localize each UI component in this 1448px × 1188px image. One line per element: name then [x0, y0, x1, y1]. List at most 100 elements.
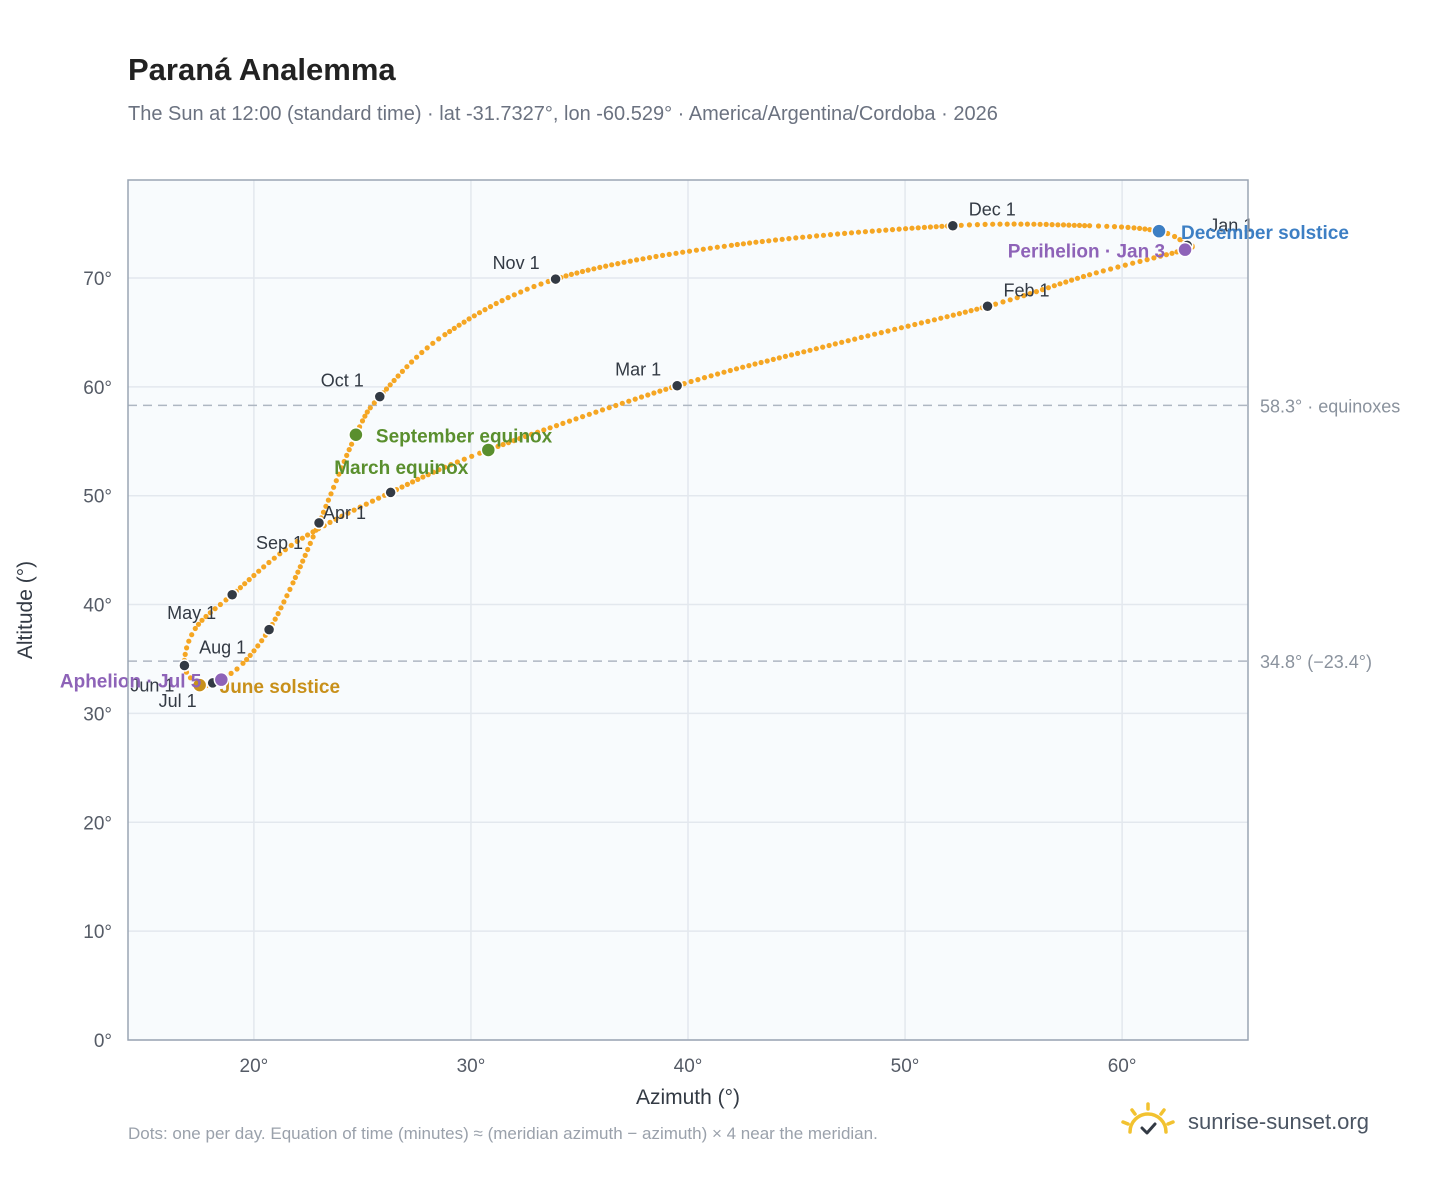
- daily-dot: [277, 551, 283, 557]
- event-marker: [191, 677, 208, 693]
- daily-dot: [547, 425, 553, 431]
- daily-dot: [1137, 225, 1143, 231]
- daily-dot: [333, 478, 339, 484]
- daily-dot: [807, 234, 813, 240]
- daily-dot: [448, 462, 454, 468]
- daily-dot: [524, 286, 530, 292]
- x-tick-label: 40°: [674, 1056, 703, 1077]
- daily-dot: [410, 479, 416, 485]
- daily-dot: [237, 585, 243, 591]
- month-marker-label: Oct 1: [321, 371, 364, 391]
- daily-dot: [195, 621, 202, 627]
- daily-dot: [212, 606, 218, 612]
- daily-dot: [1177, 237, 1183, 243]
- brand[interactable]: sunrise-sunset.org: [1120, 1102, 1369, 1142]
- daily-dot: [591, 266, 597, 272]
- daily-dot: [1000, 299, 1006, 305]
- x-tick-label: 30°: [457, 1056, 486, 1077]
- daily-dot: [721, 369, 727, 375]
- daily-dot: [1108, 266, 1114, 272]
- daily-dot: [187, 675, 194, 681]
- event-label: Perihelion · Jan 3: [1008, 242, 1165, 263]
- daily-dot: [707, 245, 713, 251]
- daily-dot: [938, 315, 944, 321]
- daily-dot: [1014, 295, 1020, 301]
- daily-dot: [814, 233, 820, 239]
- daily-dot: [305, 532, 311, 538]
- daily-dot: [858, 334, 864, 340]
- daily-dot: [962, 309, 968, 315]
- daily-dot: [634, 257, 640, 263]
- daily-dot: [560, 420, 566, 426]
- daily-dot: [786, 236, 792, 242]
- daily-dot: [892, 326, 898, 332]
- daily-dot: [331, 484, 337, 490]
- daily-dot: [752, 361, 758, 367]
- daily-dot: [728, 242, 735, 248]
- daily-dot: [228, 670, 234, 677]
- daily-dot: [261, 564, 267, 570]
- daily-dot: [305, 546, 311, 553]
- daily-dot: [511, 292, 517, 298]
- daily-dot: [442, 464, 448, 470]
- daily-dot: [974, 306, 980, 312]
- daily-dot: [1039, 287, 1046, 293]
- daily-dot: [471, 313, 477, 319]
- daily-dot: [344, 452, 350, 458]
- daily-dot: [272, 616, 278, 622]
- daily-dot: [793, 235, 799, 241]
- daily-dot: [686, 248, 693, 254]
- daily-dot: [339, 465, 345, 471]
- daily-dot: [275, 611, 281, 617]
- daily-dot: [436, 336, 442, 342]
- daily-dot: [207, 610, 213, 616]
- daily-dot: [883, 227, 889, 233]
- daily-dot: [325, 497, 331, 503]
- daily-dot: [203, 613, 209, 620]
- daily-dot: [1011, 221, 1017, 227]
- daily-dot: [299, 535, 305, 541]
- daily-dot: [369, 498, 376, 504]
- daily-dot: [522, 433, 529, 440]
- daily-dot: [419, 349, 425, 356]
- daily-dot: [586, 411, 592, 417]
- daily-dot: [651, 390, 657, 396]
- daily-dot: [300, 558, 306, 564]
- x-tick-label: 50°: [891, 1056, 920, 1077]
- month-marker: [981, 300, 994, 313]
- daily-dot: [1125, 224, 1131, 230]
- daily-dot: [878, 330, 884, 336]
- daily-dot: [535, 429, 541, 435]
- daily-dot: [1007, 297, 1013, 303]
- daily-dot: [889, 227, 896, 233]
- daily-dot: [563, 273, 569, 279]
- month-marker: [549, 272, 562, 286]
- daily-dot: [294, 538, 300, 545]
- daily-dot: [842, 230, 848, 236]
- daily-dot: [1137, 258, 1143, 264]
- daily-dot: [646, 255, 653, 261]
- daily-dot: [493, 300, 499, 307]
- y-tick-label: 0°: [94, 1031, 112, 1052]
- daily-dot: [1131, 225, 1137, 231]
- daily-dot: [1147, 227, 1153, 233]
- month-marker-label: Jun 1: [130, 676, 174, 696]
- daily-dot: [399, 484, 405, 490]
- daily-dot: [1087, 272, 1093, 278]
- daily-dot: [905, 323, 911, 329]
- daily-dot: [788, 352, 795, 358]
- daily-dot: [1051, 283, 1057, 289]
- daily-dot: [1071, 222, 1077, 228]
- daily-dot: [939, 223, 945, 229]
- daily-dot: [714, 244, 720, 250]
- chart-subtitle: The Sun at 12:00 (standard time) · lat -…: [128, 103, 998, 125]
- daily-dot: [500, 441, 506, 448]
- daily-dot: [391, 377, 397, 384]
- daily-dot: [918, 320, 925, 326]
- daily-dot: [727, 367, 733, 374]
- daily-dot: [766, 238, 772, 244]
- y-tick-label: 50°: [83, 487, 112, 508]
- daily-dot: [1060, 222, 1067, 228]
- daily-dot: [657, 388, 663, 394]
